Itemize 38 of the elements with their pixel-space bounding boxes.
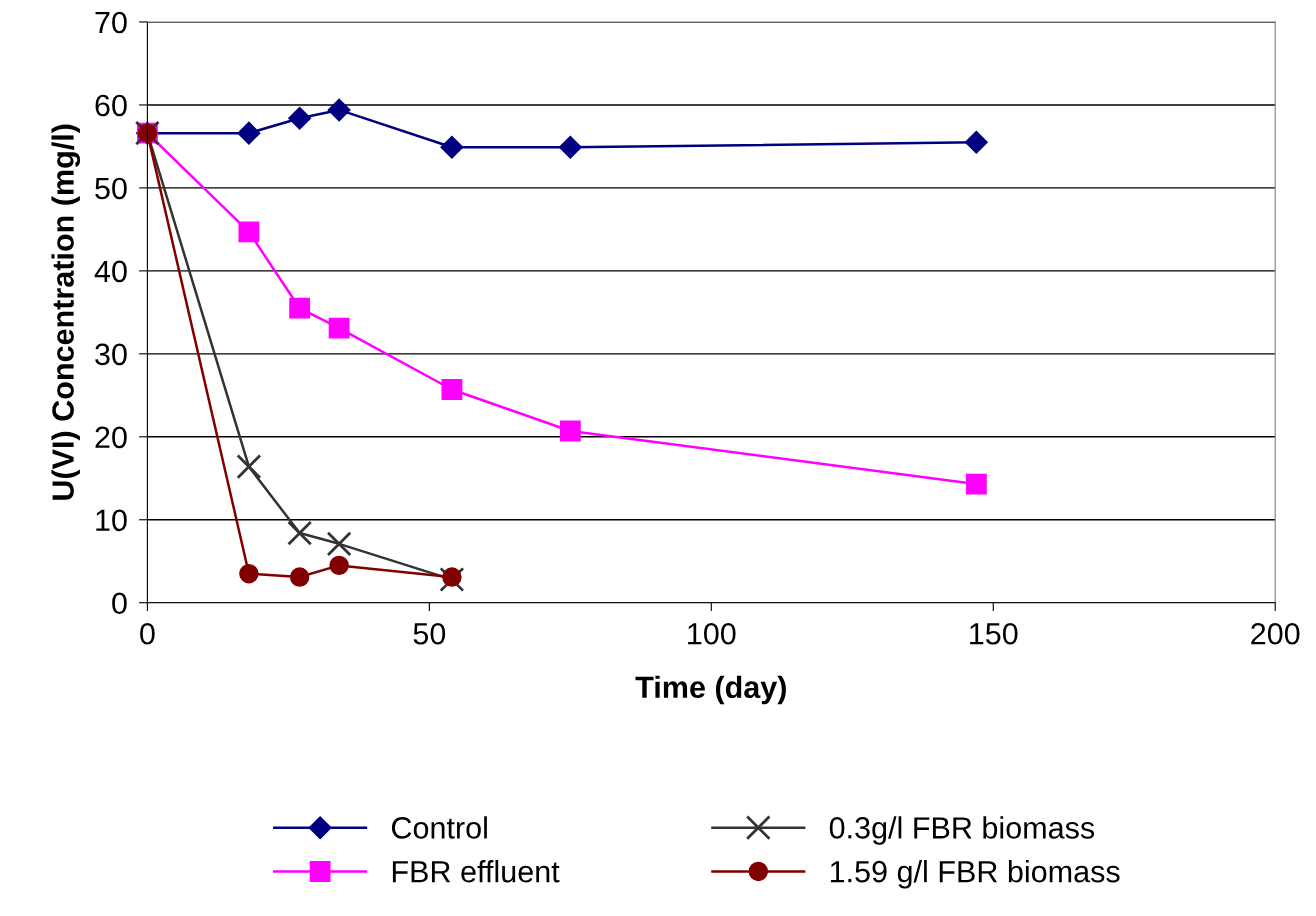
point	[328, 317, 350, 339]
point	[327, 98, 351, 122]
point	[558, 135, 582, 159]
point	[440, 135, 464, 159]
y-axis-title: U(VI) Concentration (mg/l)	[51, 124, 81, 500]
legend-label: 0.3g/l FBR biomass	[829, 816, 1095, 845]
y-tick-label: 60	[95, 94, 127, 117]
legend-label: FBR effluent	[392, 860, 560, 883]
point	[289, 297, 311, 319]
y-tick-label: 30	[95, 343, 127, 366]
point	[965, 473, 987, 495]
x-tick-label: 200	[1251, 622, 1300, 645]
x-axis-title: Time (day)	[635, 675, 786, 705]
y-tick-label: 40	[94, 260, 127, 283]
point	[239, 563, 259, 584]
point	[236, 454, 262, 480]
x-tick-label: 150	[970, 622, 1018, 645]
y-tick-label: 0	[112, 592, 127, 615]
y-tick-label: 50	[95, 177, 127, 200]
point	[329, 555, 349, 576]
legend-label: 1.59 g/l FBR biomass	[830, 860, 1120, 889]
point	[288, 106, 312, 130]
y-tick-label: 20	[95, 426, 127, 449]
y-tick-label: 10	[96, 509, 127, 532]
point	[289, 567, 310, 587]
point	[326, 531, 352, 557]
point	[964, 130, 988, 154]
point	[441, 379, 463, 400]
x-tick-label: 50	[413, 622, 446, 645]
x-tick-label: 100	[688, 622, 736, 645]
legend-label: Control	[391, 816, 487, 839]
point	[237, 121, 261, 145]
point	[238, 221, 260, 243]
point	[442, 567, 462, 587]
point	[287, 520, 313, 546]
y-tick-label: 70	[95, 11, 127, 34]
x-tick-label: 0	[140, 622, 155, 645]
point	[559, 420, 581, 442]
